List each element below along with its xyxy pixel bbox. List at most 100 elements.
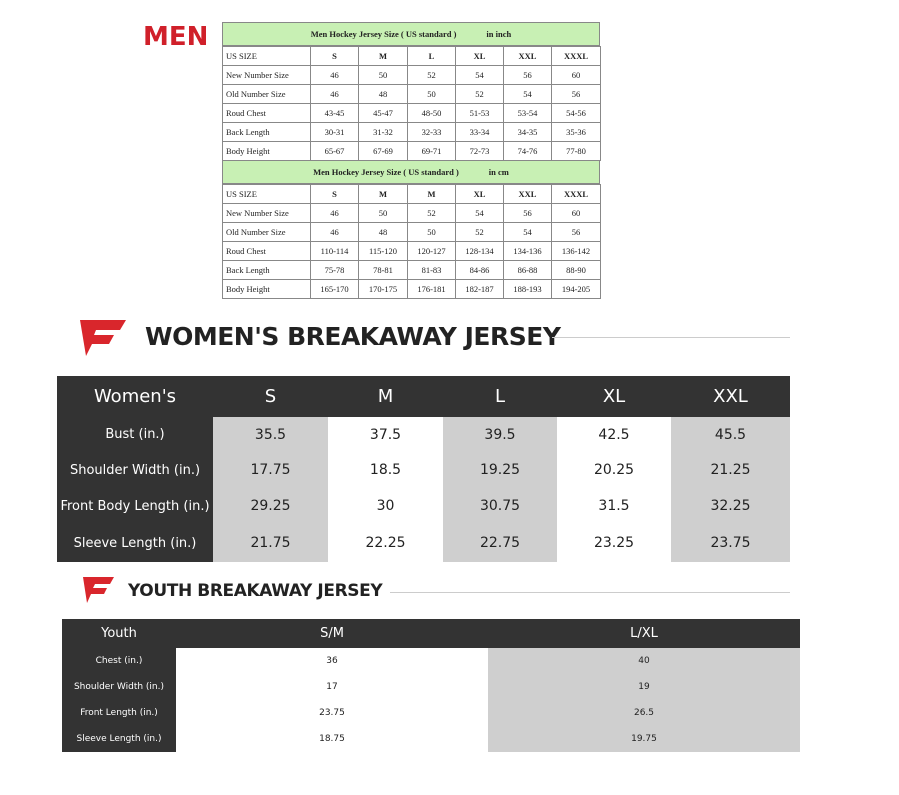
table-cell: 23.75 bbox=[671, 524, 790, 562]
header-cell: Women's bbox=[57, 376, 213, 417]
header-cell: XXL bbox=[671, 376, 790, 417]
header-cell: L bbox=[407, 46, 456, 66]
table-cell: Back Length bbox=[222, 122, 311, 142]
table-cell: 36 bbox=[326, 656, 338, 666]
table-cell: 60 bbox=[551, 203, 601, 223]
table-cell: 48 bbox=[358, 222, 408, 242]
table-cell: 50 bbox=[358, 203, 408, 223]
table-cell: 30.75 bbox=[443, 488, 557, 524]
table-cell: 115-120 bbox=[358, 241, 408, 261]
table-cell: 34-35 bbox=[503, 122, 552, 142]
table-cell: 134-136 bbox=[503, 241, 552, 261]
divider bbox=[552, 337, 790, 338]
table-cell: 51-53 bbox=[455, 103, 504, 123]
logo bbox=[80, 320, 126, 356]
table-cell: 17.75 bbox=[213, 452, 328, 488]
divider bbox=[390, 592, 790, 593]
table-cell: 54 bbox=[503, 84, 552, 104]
table-cell: 26.5 bbox=[488, 700, 800, 725]
table-cell: 65-67 bbox=[310, 141, 359, 161]
table-cell: 50 bbox=[407, 84, 456, 104]
table-cell: 45.5 bbox=[671, 417, 790, 452]
table-cell: 128-134 bbox=[455, 241, 504, 261]
header-cell: M bbox=[328, 376, 443, 417]
header-cell: S bbox=[310, 46, 359, 66]
table-cell: 136-142 bbox=[551, 241, 601, 261]
table-cell: 52 bbox=[455, 84, 504, 104]
table-title: Men Hockey Jersey Size ( US standard ) bbox=[313, 167, 459, 177]
table-cell: 170-175 bbox=[358, 279, 408, 299]
table-cell: 60 bbox=[551, 65, 601, 85]
table-cell: 72-73 bbox=[455, 141, 504, 161]
table-cell: 54 bbox=[455, 65, 504, 85]
table-cell: 52 bbox=[455, 222, 504, 242]
table-cell: 56 bbox=[503, 203, 552, 223]
table-cell: Back Length bbox=[222, 260, 311, 280]
table-cell: 188-193 bbox=[503, 279, 552, 299]
header-cell: XXXL bbox=[551, 46, 601, 66]
table-cell: Sleeve Length (in.) bbox=[57, 524, 213, 562]
table-cell: 54 bbox=[503, 222, 552, 242]
table-cell: 22.75 bbox=[443, 524, 557, 562]
table-cell: 46 bbox=[310, 203, 359, 223]
table-cell: 194-205 bbox=[551, 279, 601, 299]
table-cell: Body Height bbox=[222, 141, 311, 161]
table-cell: 69-71 bbox=[407, 141, 456, 161]
table-cell: 31.5 bbox=[598, 498, 630, 514]
header-cell: M bbox=[358, 184, 408, 204]
table-cell: 56 bbox=[503, 65, 552, 85]
table-cell: 18.5 bbox=[369, 462, 402, 478]
table-cell: 37.5 bbox=[369, 426, 402, 443]
table-cell: 176-181 bbox=[407, 279, 456, 299]
table-cell: 19.25 bbox=[443, 452, 557, 488]
table-cell: 46 bbox=[310, 84, 359, 104]
table-cell: 48 bbox=[358, 84, 408, 104]
table-unit: in inch bbox=[486, 29, 512, 39]
table-title-row: Men Hockey Jersey Size ( US standard ) in… bbox=[222, 160, 600, 184]
table-cell: 21.75 bbox=[213, 524, 328, 562]
table-cell: 42.5 bbox=[598, 426, 630, 443]
table-cell: 46 bbox=[310, 65, 359, 85]
table-cell: 75-78 bbox=[310, 260, 359, 280]
header-cell: XL bbox=[455, 184, 504, 204]
table-cell: 48-50 bbox=[407, 103, 456, 123]
table-cell: 88-90 bbox=[551, 260, 601, 280]
table-cell: 54-56 bbox=[551, 103, 601, 123]
table-cell: 52 bbox=[407, 65, 456, 85]
logo bbox=[83, 577, 114, 603]
table-cell: 32-33 bbox=[407, 122, 456, 142]
header-cell: XXL bbox=[503, 184, 552, 204]
table-cell: 52 bbox=[407, 203, 456, 223]
table-cell: 40 bbox=[488, 648, 800, 674]
table-cell: 50 bbox=[358, 65, 408, 85]
header-cell: US SIZE bbox=[222, 46, 311, 66]
youth-title: YOUTH BREAKAWAY JERSEY bbox=[128, 581, 383, 601]
table-cell: Sleeve Length (in.) bbox=[62, 725, 176, 752]
table-cell: 31-32 bbox=[358, 122, 408, 142]
table-cell: Roud Chest bbox=[222, 241, 311, 261]
table-cell: 56 bbox=[551, 84, 601, 104]
table-cell: Old Number Size bbox=[222, 222, 311, 242]
header-cell: M bbox=[407, 184, 456, 204]
table-cell: 29.25 bbox=[213, 488, 328, 524]
header-cell: XXL bbox=[503, 46, 552, 66]
table-cell: 45-47 bbox=[358, 103, 408, 123]
table-cell: 43-45 bbox=[310, 103, 359, 123]
table-cell: 35-36 bbox=[551, 122, 601, 142]
table-unit: in cm bbox=[488, 167, 509, 177]
header-cell: L/XL bbox=[488, 619, 800, 648]
table-cell: Body Height bbox=[222, 279, 311, 299]
table-cell: Bust (in.) bbox=[57, 417, 213, 452]
table-cell: 74-76 bbox=[503, 141, 552, 161]
table-cell: 54 bbox=[455, 203, 504, 223]
table-cell: Chest (in.) bbox=[62, 648, 176, 674]
header-cell: L bbox=[443, 376, 557, 417]
header-cell: US SIZE bbox=[222, 184, 311, 204]
header-cell: XL bbox=[455, 46, 504, 66]
table-title-row: Men Hockey Jersey Size ( US standard ) in… bbox=[222, 22, 600, 46]
table-cell: 23.75 bbox=[319, 707, 345, 718]
table-cell: 78-81 bbox=[358, 260, 408, 280]
table-cell: 56 bbox=[551, 222, 601, 242]
table-cell: 19 bbox=[488, 674, 800, 700]
